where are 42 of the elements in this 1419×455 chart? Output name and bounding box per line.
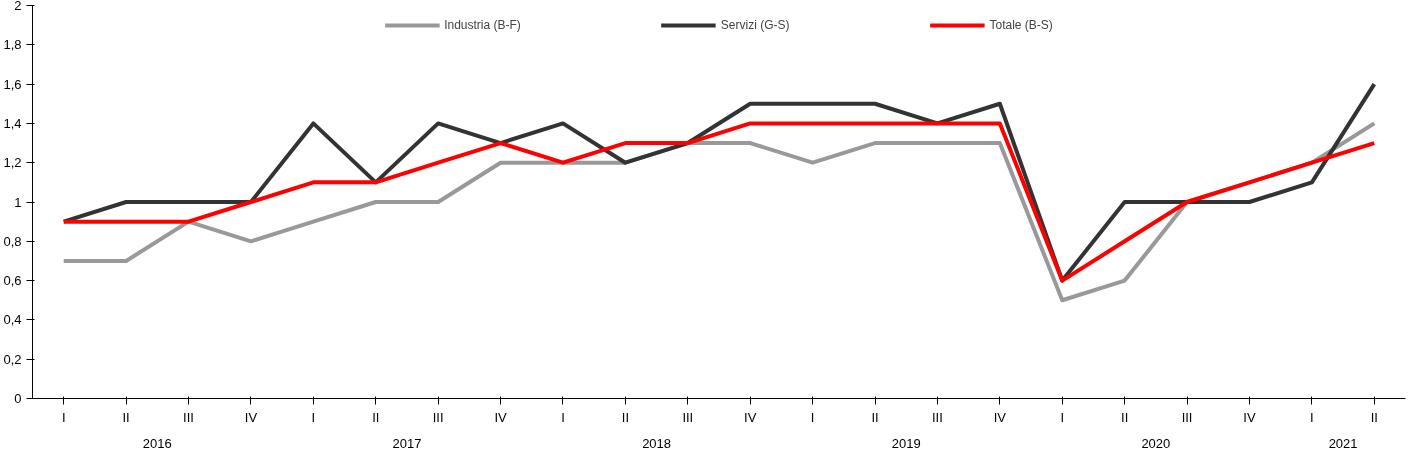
x-tick-label: I	[810, 409, 815, 425]
x-tick-label: I	[1310, 409, 1314, 425]
y-tick-label: 0,2	[3, 351, 22, 367]
y-tick-label: 2	[14, 0, 22, 13]
x-tick-label: IV	[993, 409, 1007, 425]
text: 2016	[142, 435, 172, 451]
x-tick-label: III	[432, 409, 444, 425]
legend-label: Industria (B-F)	[444, 18, 521, 32]
y-tick-label: 0,4	[3, 312, 22, 328]
x-tick-label: II	[1121, 409, 1129, 425]
x-tick-label: I	[1060, 409, 1065, 425]
x-tick-label: IV	[1243, 409, 1256, 425]
y-tick-label: 1,8	[3, 37, 22, 53]
y-tick-label: 1,2	[3, 155, 22, 171]
x-tick-label: II	[1370, 409, 1378, 425]
text: 2021	[1328, 435, 1358, 451]
x-tick-label: III	[1181, 409, 1193, 425]
x-tick-label: II	[871, 409, 879, 425]
y-tick-label: 1,6	[3, 76, 22, 92]
x-tick-label: II	[621, 409, 630, 425]
text: 2018	[642, 435, 672, 451]
y-tick-label: 1,4	[3, 115, 22, 131]
text: 2017	[392, 435, 422, 451]
x-tick-label: III	[682, 409, 694, 425]
x-tick-label: IV	[494, 409, 508, 425]
x-tick-label: III	[932, 409, 943, 425]
y-tick-label: 0,8	[3, 233, 22, 249]
x-tick-label: III	[183, 409, 194, 425]
y-tick-label: 0,6	[3, 273, 22, 289]
legend-label: Totale (B-S)	[989, 18, 1053, 32]
y-tick-label: 1	[14, 194, 22, 210]
x-tick-label: IV	[244, 409, 258, 425]
x-tick-label: IV	[744, 409, 757, 425]
x-tick-label: II	[372, 409, 380, 425]
text: 2019	[891, 435, 921, 451]
text: 2020	[1141, 435, 1171, 451]
legend-label: Servizi (G-S)	[720, 18, 790, 32]
x-tick-label: I	[561, 409, 565, 425]
y-tick-label: 0	[14, 391, 22, 406]
x-tick-label: II	[122, 409, 130, 425]
x-tick-label: I	[311, 409, 316, 425]
x-tick-label: I	[61, 409, 66, 425]
